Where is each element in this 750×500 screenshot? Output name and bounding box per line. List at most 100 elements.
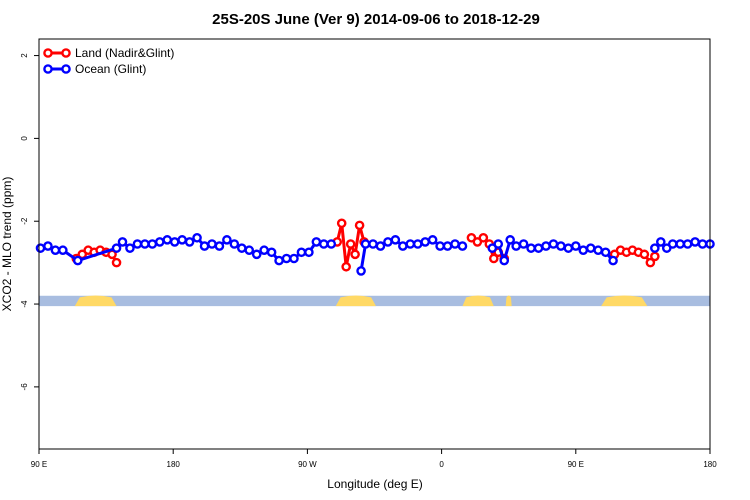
series-2-point	[697, 239, 708, 249]
series-2-point	[125, 243, 135, 253]
series-2-point	[600, 247, 611, 258]
series-2-point	[58, 245, 68, 256]
series-2-point	[111, 243, 122, 253]
land-patch-2	[335, 295, 376, 307]
legend-marker-1	[61, 48, 71, 58]
series-1-point	[350, 249, 360, 260]
series-2-point	[251, 249, 262, 260]
series-2-point	[585, 243, 596, 253]
land-patch-1	[74, 295, 117, 307]
series-2-point	[398, 241, 408, 251]
y-tick-label: -6	[20, 383, 29, 391]
series-2-point	[682, 239, 693, 249]
series-1-point	[345, 239, 356, 249]
series-2	[35, 232, 715, 276]
land-patch-4	[505, 295, 512, 307]
ocean-band	[39, 295, 710, 307]
series-2-point	[390, 235, 401, 245]
series-2-point	[518, 239, 529, 249]
land-patch-5	[601, 295, 648, 307]
series-2-point	[289, 253, 299, 264]
series-2-point	[457, 241, 468, 251]
series-2-point	[214, 241, 225, 251]
series-2-point	[162, 235, 173, 245]
series-2-point	[650, 243, 660, 253]
series-2-point	[375, 241, 386, 251]
series-2-point	[117, 237, 128, 247]
series-2-point	[360, 239, 371, 249]
x-tick-label: 90 W	[298, 460, 317, 469]
series-1-point	[645, 257, 656, 268]
y-tick-label: -2	[20, 217, 29, 225]
x-tick-label: 180	[167, 460, 181, 469]
series-2-point	[222, 235, 232, 245]
y-axis-label: XCO2 - MLO trend (ppm)	[0, 177, 14, 312]
series-1-point	[341, 261, 351, 272]
x-tick-label: 180	[703, 460, 717, 469]
series-1-point	[111, 257, 122, 268]
legend: Land (Nadir&Glint) Ocean (Glint)	[43, 46, 174, 76]
series-2-point	[311, 237, 322, 247]
series-2-point	[578, 245, 589, 256]
series-2-point	[140, 239, 150, 249]
legend-marker-2	[61, 64, 71, 74]
series-2-point	[383, 237, 393, 247]
series-2-point	[690, 237, 700, 247]
series-2-point	[274, 255, 284, 266]
series-2-point	[35, 243, 46, 253]
series-1-point	[354, 220, 365, 231]
series-layer	[35, 218, 715, 276]
series-2-point	[154, 237, 165, 247]
series-2-point	[526, 243, 536, 253]
series-2-point	[192, 232, 202, 243]
series-2-point	[556, 241, 566, 251]
series-2-point	[296, 247, 307, 258]
series-1-point	[488, 253, 499, 264]
series-2-point	[236, 243, 247, 253]
series-2-point	[563, 243, 574, 253]
series-2-point	[184, 237, 195, 247]
series-2-point	[304, 247, 314, 258]
land-ocean-mask	[39, 295, 710, 307]
series-2-point	[147, 239, 158, 249]
series-2-point	[412, 239, 423, 249]
series-2-point	[405, 239, 416, 249]
series-2-point	[427, 235, 438, 245]
series-1-point	[639, 249, 650, 260]
series-2-point	[548, 239, 559, 249]
series-2-point	[356, 266, 366, 276]
series-2-point	[326, 239, 337, 249]
series-2-point	[259, 245, 269, 256]
chart-title: 25S-20S June (Ver 9) 2014-09-06 to 2018-…	[212, 11, 540, 28]
series-2-point	[199, 241, 210, 251]
series-2-point	[266, 247, 277, 258]
x-tick-label: 0	[439, 460, 444, 469]
series-2-point	[244, 245, 255, 256]
series-2-point	[571, 241, 581, 251]
series-2-point	[319, 239, 329, 249]
series-2-point	[667, 239, 678, 249]
y-axis: 2 0 -2 -4 -6	[20, 53, 39, 391]
legend-marker-1	[43, 48, 53, 58]
legend-marker-2	[43, 64, 53, 74]
y-tick-label: 2	[20, 53, 29, 58]
x-axis-label: Longitude (deg E)	[327, 477, 422, 491]
series-2-point	[281, 253, 292, 264]
series-2-point	[169, 237, 180, 247]
series-1-point	[336, 218, 347, 229]
x-axis: 90 E 180 90 W 0 90 E 180	[31, 449, 717, 469]
series-2-point	[72, 255, 83, 266]
series-1-point	[478, 232, 489, 243]
series-2-point	[43, 241, 53, 251]
x-tick-label: 90 E	[31, 460, 47, 469]
series-2-point	[655, 237, 666, 247]
series-2-point	[493, 239, 504, 249]
series-1-point	[650, 251, 660, 262]
series-2-point	[505, 235, 515, 245]
legend-label-1: Land (Nadir&Glint)	[75, 46, 174, 60]
y-tick-label: -4	[20, 300, 29, 308]
series-2-point	[511, 241, 521, 251]
series-2-point	[368, 239, 378, 249]
series-2-point	[450, 239, 460, 249]
